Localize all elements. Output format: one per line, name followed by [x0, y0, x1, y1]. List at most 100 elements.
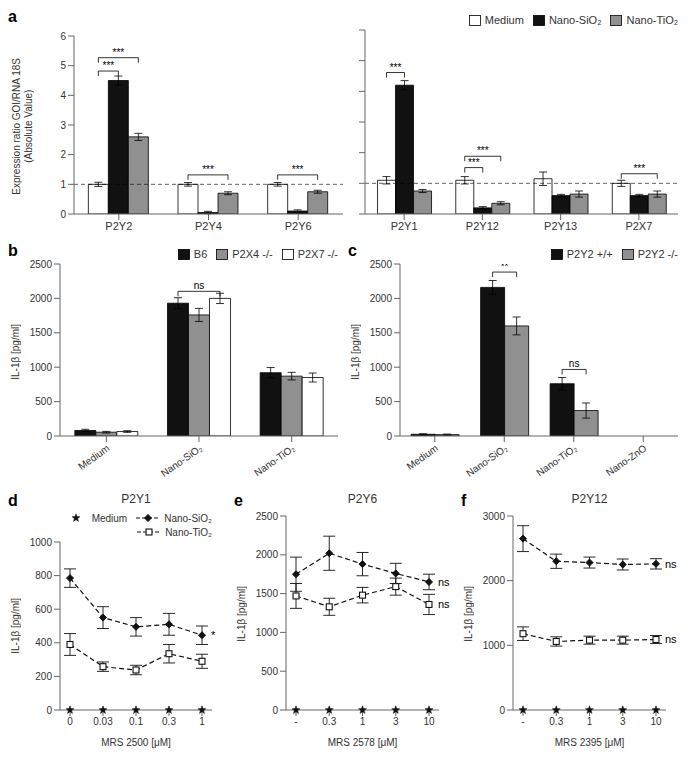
svg-text:P2Y2: P2Y2 — [105, 220, 132, 232]
html-text:P2Y12: P2Y12 — [571, 492, 608, 506]
svg-text:0: 0 — [46, 431, 52, 442]
html-text:P2Y6: P2Y6 — [347, 492, 378, 506]
html-text:Medium: Medium — [484, 14, 524, 26]
html-text:P2Y2 -/-: P2Y2 -/- — [637, 248, 678, 260]
html-text:B6: B6 — [193, 248, 208, 260]
svg-text:2: 2 — [60, 149, 66, 160]
svg-text:1: 1 — [199, 716, 205, 727]
html-text:P2X4 -/-: P2X4 -/- — [232, 248, 273, 260]
html-text:Medium: Medium — [91, 512, 128, 524]
svg-text:MRS 2500 [μM]: MRS 2500 [μM] — [101, 737, 171, 748]
html-text:Expression ratio GOI/RNA 18S (: Expression ratio GOI/RNA 18S (Absolute V… — [11, 57, 34, 195]
svg-text:MRS 2578 [μM]: MRS 2578 [μM] — [328, 737, 398, 748]
svg-text:MRS 2395 [μM]: MRS 2395 [μM] — [555, 737, 625, 748]
svg-text:P2Y12: P2Y12 — [466, 220, 499, 232]
svg-text:1: 1 — [587, 716, 593, 727]
html-text:Nano-TiO₂: Nano-TiO₂ — [626, 14, 678, 26]
svg-text:800: 800 — [35, 570, 52, 581]
svg-text:0: 0 — [272, 705, 278, 716]
svg-text:ns: ns — [665, 558, 677, 570]
svg-text:10: 10 — [423, 716, 435, 727]
svg-text:***: *** — [103, 60, 115, 71]
svg-text:500: 500 — [375, 396, 392, 407]
svg-text:3: 3 — [620, 716, 626, 727]
svg-text:3: 3 — [393, 716, 399, 727]
svg-text:0: 0 — [60, 209, 66, 220]
svg-text:**: ** — [501, 264, 509, 272]
html-text:IL-1β [pg/ml]: IL-1β [pg/ml] — [10, 324, 21, 380]
svg-text:2000: 2000 — [483, 575, 506, 586]
svg-text:1500: 1500 — [370, 327, 393, 338]
html-text:Nano-SiO₂: Nano-SiO₂ — [548, 14, 602, 26]
svg-text:0.3: 0.3 — [322, 716, 336, 727]
html-text:IL-1β [pg/ml]: IL-1β [pg/ml] — [350, 324, 361, 380]
svg-text:Nano-TiO₂: Nano-TiO₂ — [252, 442, 297, 478]
svg-text:200: 200 — [35, 671, 52, 682]
html-text:P2Y1: P2Y1 — [121, 492, 151, 506]
svg-text:0.03: 0.03 — [93, 716, 113, 727]
svg-text:P2Y1: P2Y1 — [391, 220, 418, 232]
svg-text:-: - — [521, 716, 524, 727]
svg-text:0.3: 0.3 — [162, 716, 176, 727]
svg-text:***: *** — [202, 164, 214, 175]
svg-text:***: *** — [477, 145, 489, 156]
svg-text:3000: 3000 — [483, 511, 506, 522]
svg-text:0.3: 0.3 — [549, 716, 563, 727]
svg-text:P2Y13: P2Y13 — [544, 220, 577, 232]
svg-text:0.1: 0.1 — [129, 716, 143, 727]
svg-text:***: *** — [292, 164, 304, 175]
svg-text:2000: 2000 — [30, 293, 53, 304]
svg-text:600: 600 — [35, 604, 52, 615]
svg-text:400: 400 — [35, 637, 52, 648]
svg-text:***: *** — [390, 62, 402, 73]
svg-text:ns: ns — [438, 576, 450, 588]
svg-text:Medium: Medium — [76, 442, 111, 471]
svg-text:ns: ns — [569, 358, 580, 369]
svg-text:ns: ns — [194, 280, 205, 291]
svg-text:1000: 1000 — [30, 537, 53, 548]
svg-text:1000: 1000 — [256, 627, 279, 638]
html-text:P2X7 -/-: P2X7 -/- — [297, 248, 338, 260]
svg-text:5: 5 — [60, 60, 66, 71]
svg-text:1: 1 — [60, 179, 66, 190]
svg-text:P2Y4: P2Y4 — [195, 220, 222, 232]
svg-text:0: 0 — [499, 705, 505, 716]
svg-text:***: *** — [113, 47, 125, 58]
svg-text:2500: 2500 — [30, 259, 53, 270]
svg-text:500: 500 — [261, 666, 278, 677]
svg-text:1000: 1000 — [370, 362, 393, 373]
svg-text:1: 1 — [360, 716, 366, 727]
svg-text:1500: 1500 — [30, 327, 53, 338]
html-text:P2Y2 +/+: P2Y2 +/+ — [566, 248, 613, 260]
svg-text:2500: 2500 — [256, 511, 279, 522]
svg-text:Nano-ZnO: Nano-ZnO — [604, 442, 649, 478]
svg-text:500: 500 — [35, 396, 52, 407]
svg-text:Medium: Medium — [405, 442, 440, 471]
svg-text:***: *** — [633, 163, 645, 174]
svg-text:Nano-SiO₂: Nano-SiO₂ — [159, 442, 205, 478]
svg-text:10: 10 — [650, 716, 662, 727]
svg-text:2000: 2000 — [370, 293, 393, 304]
svg-text:0: 0 — [386, 431, 392, 442]
html-text:Nano-TiO₂: Nano-TiO₂ — [165, 526, 212, 538]
svg-text:Nano-TiO₂: Nano-TiO₂ — [534, 442, 579, 478]
svg-text:***: *** — [468, 157, 480, 168]
svg-text:4: 4 — [60, 90, 66, 101]
svg-text:ns: ns — [438, 598, 450, 610]
svg-text:3: 3 — [60, 120, 66, 131]
svg-text:0: 0 — [46, 705, 52, 716]
svg-text:2000: 2000 — [256, 549, 279, 560]
svg-text:-: - — [294, 716, 297, 727]
svg-text:P2X7: P2X7 — [625, 220, 652, 232]
svg-text:0: 0 — [67, 716, 73, 727]
svg-text:1000: 1000 — [30, 362, 53, 373]
svg-text:6: 6 — [60, 31, 66, 42]
svg-text:1000: 1000 — [483, 640, 506, 651]
html-text:Nano-SiO₂: Nano-SiO₂ — [164, 512, 212, 524]
svg-text:2500: 2500 — [370, 259, 393, 270]
svg-text:*: * — [211, 629, 216, 641]
svg-text:P2Y6: P2Y6 — [285, 220, 312, 232]
svg-text:1500: 1500 — [256, 588, 279, 599]
svg-text:Nano-SiO₂: Nano-SiO₂ — [464, 442, 510, 478]
svg-text:ns: ns — [665, 633, 677, 645]
